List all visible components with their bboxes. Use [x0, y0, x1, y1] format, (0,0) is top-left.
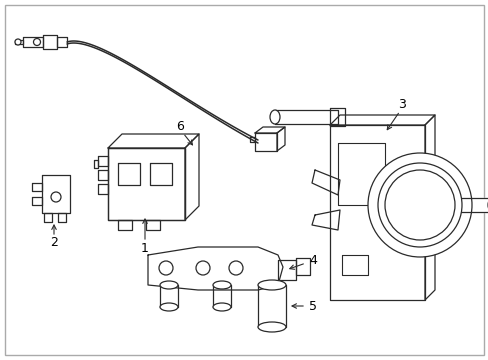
Polygon shape	[329, 115, 434, 125]
Polygon shape	[258, 285, 285, 327]
Circle shape	[34, 39, 41, 45]
Polygon shape	[15, 40, 23, 44]
Polygon shape	[311, 170, 339, 195]
Polygon shape	[98, 184, 108, 194]
Polygon shape	[184, 134, 199, 220]
Ellipse shape	[269, 110, 280, 124]
Polygon shape	[57, 37, 67, 47]
Polygon shape	[148, 247, 283, 290]
Polygon shape	[108, 148, 184, 220]
Polygon shape	[160, 285, 178, 307]
Text: 6: 6	[176, 121, 183, 134]
Polygon shape	[32, 197, 42, 205]
Polygon shape	[424, 115, 434, 300]
Text: 1: 1	[141, 242, 149, 255]
Ellipse shape	[487, 198, 488, 212]
Polygon shape	[94, 160, 98, 168]
Ellipse shape	[160, 281, 178, 289]
Polygon shape	[118, 220, 132, 230]
Circle shape	[15, 39, 21, 45]
Polygon shape	[32, 183, 42, 191]
Text: 4: 4	[308, 253, 316, 266]
Polygon shape	[118, 163, 140, 185]
Polygon shape	[329, 108, 345, 126]
Polygon shape	[23, 37, 43, 47]
Polygon shape	[249, 137, 254, 142]
Ellipse shape	[213, 303, 230, 311]
Polygon shape	[254, 127, 285, 133]
Ellipse shape	[160, 303, 178, 311]
Polygon shape	[43, 35, 57, 49]
Circle shape	[51, 192, 61, 202]
Circle shape	[377, 163, 461, 247]
Polygon shape	[42, 175, 70, 213]
Polygon shape	[295, 258, 309, 275]
Circle shape	[384, 170, 454, 240]
Polygon shape	[146, 220, 160, 230]
Text: 5: 5	[308, 300, 316, 312]
Polygon shape	[278, 260, 295, 280]
Polygon shape	[254, 133, 276, 151]
Ellipse shape	[258, 280, 285, 290]
Text: 2: 2	[50, 237, 58, 249]
Polygon shape	[341, 255, 367, 275]
Polygon shape	[454, 198, 488, 212]
Polygon shape	[311, 210, 339, 230]
Polygon shape	[150, 163, 172, 185]
Polygon shape	[108, 134, 199, 148]
Polygon shape	[98, 170, 108, 180]
Polygon shape	[337, 143, 384, 205]
Polygon shape	[274, 110, 337, 124]
Circle shape	[196, 261, 209, 275]
Ellipse shape	[213, 281, 230, 289]
Circle shape	[159, 261, 173, 275]
Text: 3: 3	[397, 99, 405, 112]
Polygon shape	[98, 156, 108, 166]
Circle shape	[367, 153, 471, 257]
Circle shape	[228, 261, 243, 275]
Ellipse shape	[258, 322, 285, 332]
Polygon shape	[276, 127, 285, 151]
Polygon shape	[44, 213, 52, 222]
Polygon shape	[329, 125, 424, 300]
Polygon shape	[213, 285, 230, 307]
Polygon shape	[58, 213, 66, 222]
